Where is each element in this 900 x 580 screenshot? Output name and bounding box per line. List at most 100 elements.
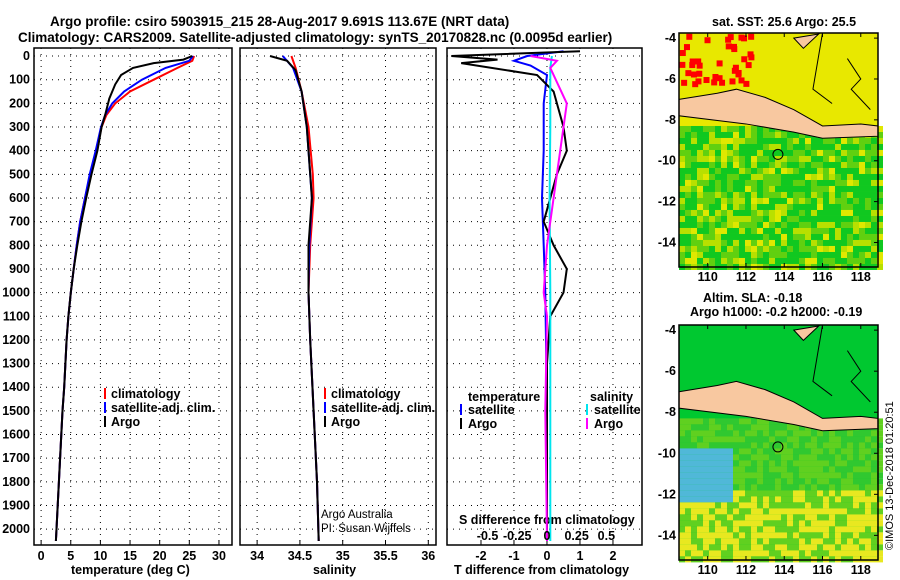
field-cell: [799, 508, 805, 515]
field-cell: [733, 173, 739, 180]
legend-swatch: [104, 402, 106, 413]
field-cell: [829, 454, 835, 461]
field-cell: [727, 257, 733, 264]
field-cell: [859, 460, 865, 467]
field-cell: [877, 185, 883, 192]
field-cell: [775, 173, 781, 180]
field-cell: [787, 502, 793, 509]
credit-argo-australia: Argo Australia: [321, 509, 393, 521]
field-cell: [721, 544, 727, 551]
field-cell: [793, 490, 799, 497]
field-cell: [751, 227, 757, 234]
field-cell: [847, 221, 853, 228]
field-cell: [877, 161, 883, 168]
sst-map-frame: [678, 32, 879, 268]
field-cell: [859, 490, 865, 497]
field-cell: [715, 149, 721, 156]
sst-warm-cell: [711, 79, 718, 86]
field-cell: [847, 209, 853, 216]
field-cell: [727, 245, 733, 252]
field-cell: [685, 191, 691, 198]
field-cell: [769, 191, 775, 198]
field-cell: [721, 472, 727, 479]
field-cell: [757, 532, 763, 539]
field-cell: [775, 544, 781, 551]
field-cell: [823, 508, 829, 515]
field-cell: [847, 484, 853, 491]
sst-warm-cell: [731, 67, 738, 74]
field-cell: [823, 203, 829, 210]
field-cell: [679, 239, 685, 246]
x-tick-label: -2: [475, 549, 486, 563]
field-cell: [811, 179, 817, 186]
field-cell: [811, 436, 817, 443]
field-cell: [775, 430, 781, 437]
field-cell: [799, 149, 805, 156]
field-cell: [853, 215, 859, 222]
field-cell: [859, 167, 865, 174]
field-cell: [679, 442, 685, 449]
field-cell: [835, 143, 841, 150]
field-cell: [805, 472, 811, 479]
field-cell: [715, 454, 721, 461]
field-cell: [841, 502, 847, 509]
field-cell: [847, 496, 853, 503]
field-cell: [817, 430, 823, 437]
field-cell: [733, 131, 739, 138]
field-cell: [847, 203, 853, 210]
field-cell: [733, 239, 739, 246]
x-tick-label: -1: [508, 549, 519, 563]
field-cell: [811, 496, 817, 503]
field-cell: [805, 239, 811, 246]
field-cell: [811, 442, 817, 449]
field-cell: [691, 179, 697, 186]
field-cell: [805, 173, 811, 180]
field-cell: [805, 221, 811, 228]
s-diff-tick-label: -0.25: [503, 529, 532, 543]
field-cell: [829, 466, 835, 473]
field-cell: [871, 251, 877, 258]
field-cell: [709, 424, 715, 431]
field-cell: [823, 520, 829, 527]
field-cell: [859, 221, 865, 228]
field-cell: [835, 454, 841, 461]
field-cell: [871, 239, 877, 246]
field-cell: [763, 245, 769, 252]
field-cell: [709, 436, 715, 443]
field-cell: [691, 215, 697, 222]
field-cell: [709, 131, 715, 138]
plot-frame: [446, 47, 643, 546]
field-cell: [793, 436, 799, 443]
field-cell: [829, 496, 835, 503]
field-cell: [721, 424, 727, 431]
field-cell: [685, 167, 691, 174]
field-cell: [811, 532, 817, 539]
field-cell: [745, 197, 751, 204]
field-cell: [799, 532, 805, 539]
legend-swatch: [104, 416, 106, 427]
field-cell: [697, 251, 703, 258]
field-cell: [787, 221, 793, 228]
field-cell: [793, 257, 799, 264]
y-tick-label: 800: [9, 238, 30, 252]
field-cell: [871, 137, 877, 144]
field-cell: [811, 173, 817, 180]
field-cell: [769, 514, 775, 521]
field-cell: [817, 185, 823, 192]
field-cell: [721, 155, 727, 162]
coastline: [812, 324, 871, 403]
field-cell: [751, 520, 757, 527]
field-cell: [877, 179, 883, 186]
field-cell: [697, 424, 703, 431]
field-cell: [853, 221, 859, 228]
field-cell: [787, 215, 793, 222]
field-cell: [697, 209, 703, 216]
field-cell: [835, 161, 841, 168]
field-cell: [853, 191, 859, 198]
field-cell: [811, 448, 817, 455]
field-cell: [703, 239, 709, 246]
field-cell: [799, 502, 805, 509]
legend-swatch: [460, 404, 462, 415]
field-cell: [721, 442, 727, 449]
field-cell: [859, 472, 865, 479]
